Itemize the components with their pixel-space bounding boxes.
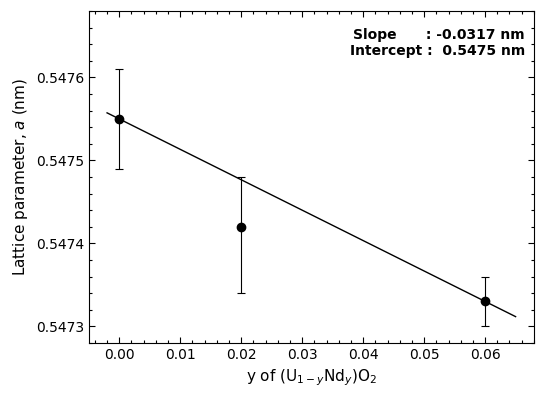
Text: Slope      : -0.0317 nm
Intercept :  0.5475 nm: Slope : -0.0317 nm Intercept : 0.5475 nm	[350, 28, 525, 58]
X-axis label: y of (U$_{1-y}$Nd$_{y}$)O$_{2}$: y of (U$_{1-y}$Nd$_{y}$)O$_{2}$	[246, 367, 377, 388]
Y-axis label: Lattice parameter, $a$ (nm): Lattice parameter, $a$ (nm)	[11, 78, 30, 276]
